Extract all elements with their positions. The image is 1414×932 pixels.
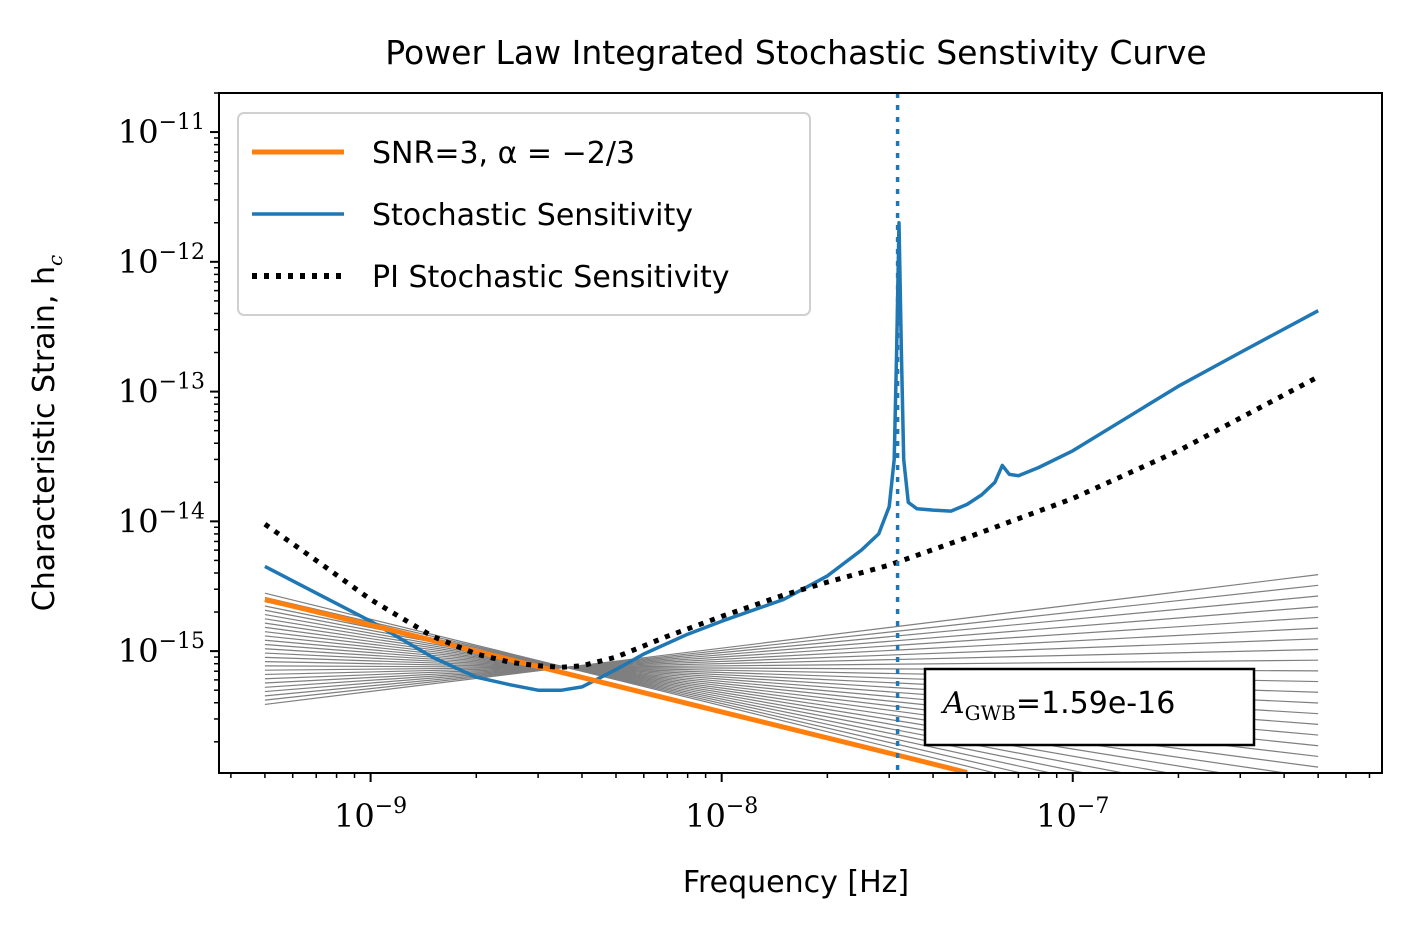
power-law-line [264, 627, 1319, 684]
power-law-line [264, 613, 1173, 773]
power-law-line [264, 659, 1319, 671]
legend-label: PI Stochastic Sensitivity [372, 260, 729, 295]
power-law-line [264, 592, 998, 773]
y-tick-label: 10−14 [118, 499, 205, 540]
power-law-line [264, 622, 1290, 773]
plot-frame [218, 92, 1383, 774]
snr-curve [264, 597, 968, 773]
power-law-line [264, 618, 1226, 773]
power-law-line [264, 595, 1319, 697]
amplitude-subscript: GWB [965, 701, 1016, 725]
legend-label: Stochastic Sensitivity [372, 198, 693, 233]
power-law-line [264, 606, 1319, 693]
y-tick-label: 10−11 [118, 110, 205, 151]
y-tick-label: 10−12 [118, 240, 205, 281]
chart-title: Power Law Integrated Stochastic Senstivi… [385, 33, 1206, 72]
amplitude-annotation: AGWB=1.59e-16 [923, 667, 1256, 747]
svg-text:AGWB=1.59e-16: AGWB=1.59e-16 [940, 686, 1175, 725]
amplitude-value: =1.59e-16 [1016, 686, 1175, 721]
y-tick-label: 10−15 [118, 629, 205, 670]
legend: SNR=3, α = −2/3 Stochastic Sensitivity PI … [237, 112, 811, 316]
power-law-line [264, 638, 1319, 680]
x-axis-label: Frequency [Hz] [683, 865, 909, 900]
x-tick-label: 10−8 [685, 794, 758, 835]
power-law-line [264, 574, 1319, 706]
power-law-line [264, 584, 1319, 701]
amplitude-symbol: A [940, 686, 965, 721]
power-law-line [264, 616, 1319, 688]
power-law-line [264, 648, 1319, 676]
legend-label: SNR=3, α = −2/3 [372, 136, 635, 171]
stochastic-sensitivity-curve [264, 221, 1320, 692]
x-tick-label: 10−9 [334, 794, 407, 835]
y-axis-label: Characteristic Strain, hc [27, 255, 67, 611]
y-tick-label: 10−13 [118, 370, 205, 411]
x-tick-label: 10−7 [1036, 794, 1109, 835]
power-law-line [264, 596, 1024, 773]
pi-stochastic-sensitivity-curve [263, 374, 1320, 670]
